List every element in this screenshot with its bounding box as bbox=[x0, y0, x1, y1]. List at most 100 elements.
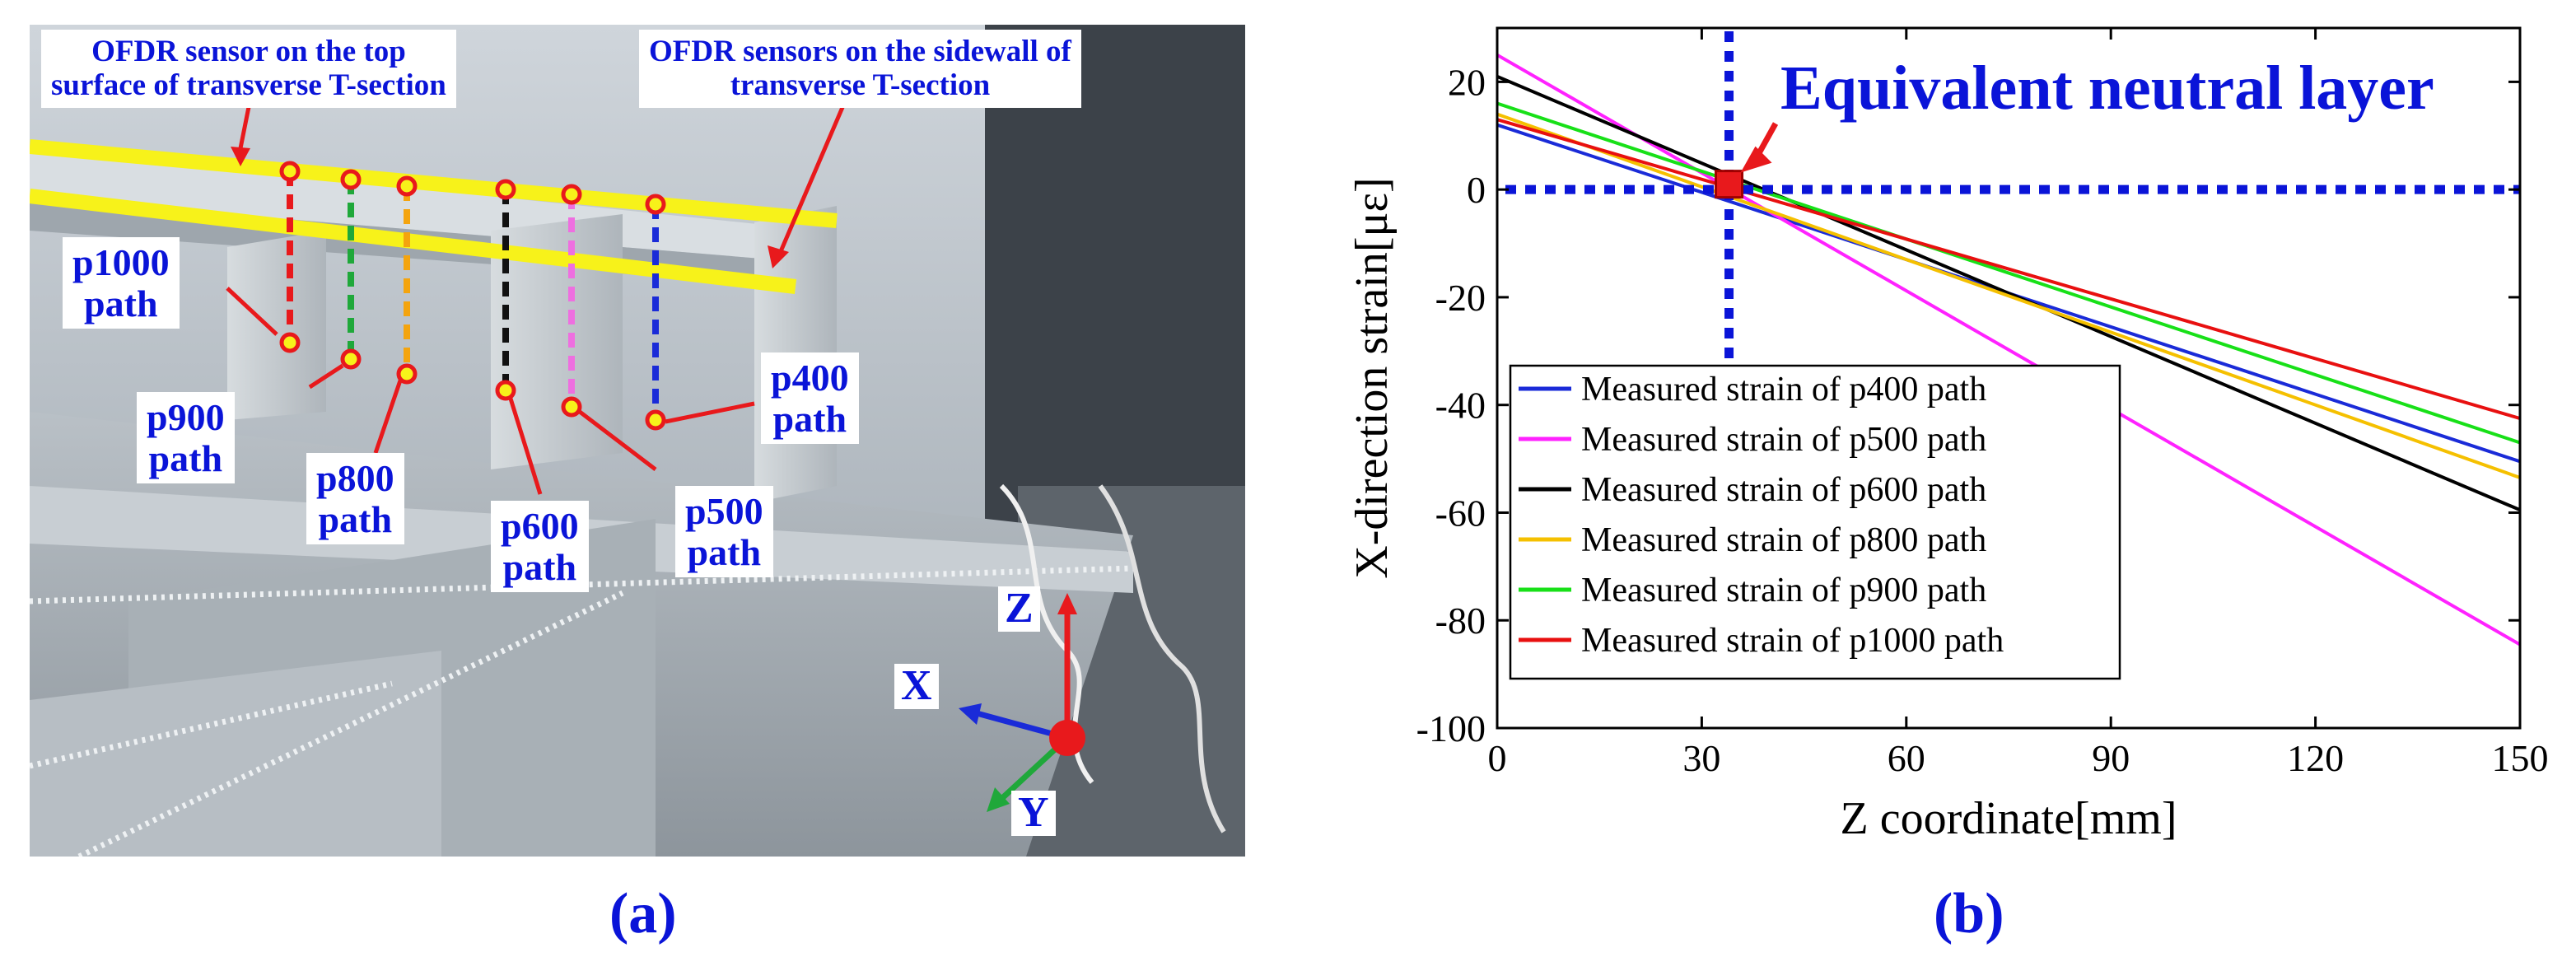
x-tick-label: 60 bbox=[1888, 737, 1925, 779]
label-arrow bbox=[226, 287, 278, 336]
path-label-p400: p400 path bbox=[761, 352, 859, 445]
y-tick-label: -100 bbox=[1416, 707, 1486, 749]
x-tick-label: 90 bbox=[2092, 737, 2130, 779]
legend-entry: Measured strain of p800 path bbox=[1581, 521, 1986, 559]
x-tick-label: 0 bbox=[1488, 737, 1507, 779]
path-marker bbox=[340, 348, 362, 370]
y-tick-label: 20 bbox=[1448, 61, 1486, 103]
lower-wall bbox=[30, 651, 441, 857]
y-axis-label: Y bbox=[1011, 790, 1056, 836]
y-tick-label: -80 bbox=[1435, 600, 1486, 642]
legend-entry: Measured strain of p900 path bbox=[1581, 572, 1986, 609]
origin-dot bbox=[1049, 720, 1085, 756]
series-line-5 bbox=[1497, 101, 2520, 445]
path-marker bbox=[645, 194, 666, 215]
x-axis-title: Z coordinate[mm] bbox=[1841, 793, 2177, 844]
series-line-2 bbox=[1497, 53, 2520, 647]
label-arrow bbox=[665, 401, 755, 424]
x-tick-label: 30 bbox=[1682, 737, 1720, 779]
path-label-word: path bbox=[148, 436, 223, 479]
legend-box bbox=[1509, 364, 2121, 680]
legend-entry: Measured strain of p600 path bbox=[1581, 471, 1986, 509]
plot-frame bbox=[1496, 26, 2522, 730]
top-sensor-label-line1: OFDR sensor on the top bbox=[91, 35, 406, 68]
sidewall-sensor-label-line1: OFDR sensors on the sidewall of bbox=[649, 35, 1071, 68]
label-arrow bbox=[578, 410, 657, 471]
path-label-name: p500 bbox=[685, 490, 763, 532]
y-tick-label: -40 bbox=[1435, 385, 1486, 427]
coordinate-triad bbox=[959, 593, 1085, 812]
sidewall-sensor-fiber bbox=[30, 189, 797, 294]
path-marker bbox=[645, 409, 666, 431]
y-axis-title: X-direction strain[με] bbox=[1346, 177, 1398, 578]
path-label-name: p400 bbox=[771, 357, 849, 399]
x-tick-label: 120 bbox=[2287, 737, 2344, 779]
label-arrow bbox=[508, 398, 543, 495]
path-marker bbox=[495, 179, 516, 200]
top-sensor-label: OFDR sensor on the top surface of transv… bbox=[41, 30, 456, 108]
path-marker bbox=[495, 380, 516, 401]
transverse-wall bbox=[227, 231, 326, 420]
y-tick-label: -20 bbox=[1435, 277, 1486, 319]
neutral-layer-group bbox=[1505, 31, 2520, 384]
path-label-name: p800 bbox=[316, 457, 394, 499]
chart-svg: 0 30 60 90 120 150 -100 -80 -60 -40 -20 0 20 Z coordi… bbox=[1346, 26, 2549, 844]
strain-chart: 0 30 60 90 120 150 -100 -80 -60 -40 -20 0 20 Z coordi… bbox=[1318, 0, 2576, 873]
path-markers bbox=[279, 161, 666, 431]
legend: Measured strain of p400 path Measured str… bbox=[1509, 364, 2121, 680]
label-arrow bbox=[373, 380, 403, 454]
path-label-name: p900 bbox=[147, 396, 225, 438]
path-label-p900: p900 path bbox=[137, 392, 235, 484]
path-marker bbox=[396, 363, 418, 385]
structure-photo: OFDR sensor on the top surface of transv… bbox=[30, 25, 1245, 857]
legend-entry: Measured strain of p1000 path bbox=[1581, 622, 2004, 660]
label-arrow bbox=[308, 363, 344, 390]
transverse-wall bbox=[491, 214, 623, 469]
z-axis-label: Z bbox=[998, 586, 1040, 632]
y-tick-label: -60 bbox=[1435, 492, 1486, 534]
top-surface-sensor-fiber bbox=[30, 139, 838, 228]
path-marker bbox=[561, 184, 582, 205]
neutral-layer-annotation: Equivalent neutral layer bbox=[1780, 54, 2434, 123]
annotation-layer: Equivalent neutral layer bbox=[1740, 54, 2434, 173]
sidewall-sensor-label: OFDR sensors on the sidewall of transver… bbox=[639, 30, 1081, 108]
y-axis-arrowhead bbox=[987, 787, 1010, 812]
axes-layer: 0 30 60 90 120 150 -100 -80 -60 -40 -20 0 20 Z coordi… bbox=[1346, 26, 2549, 844]
pointer-arrowhead bbox=[768, 245, 789, 268]
path-marker bbox=[340, 169, 362, 190]
series-layer bbox=[1497, 53, 2520, 647]
series-line-3 bbox=[1497, 75, 2520, 512]
path-label-name: p1000 bbox=[72, 241, 170, 283]
label-arrows bbox=[226, 287, 755, 495]
y-tick-label: 0 bbox=[1467, 169, 1486, 211]
path-marker bbox=[561, 396, 582, 418]
legend-entry: Measured strain of p500 path bbox=[1581, 421, 1986, 459]
weld-seam bbox=[77, 590, 624, 857]
x-tick-label: 150 bbox=[2492, 737, 2549, 779]
path-marker bbox=[396, 175, 418, 197]
path-label-p800: p800 path bbox=[306, 453, 404, 545]
sidewall-sensor-label-line2: transverse T-section bbox=[730, 68, 991, 103]
cable bbox=[1098, 484, 1226, 833]
panel-a-label: (a) bbox=[609, 882, 677, 945]
x-axis-label: X bbox=[894, 663, 939, 709]
path-marker bbox=[279, 161, 301, 182]
path-label-name: p600 bbox=[501, 505, 579, 547]
path-label-p500: p500 path bbox=[675, 486, 773, 578]
path-label-word: path bbox=[502, 545, 577, 588]
z-axis-arrowhead bbox=[1057, 593, 1077, 614]
path-label-word: path bbox=[772, 397, 847, 440]
path-marker bbox=[279, 332, 301, 353]
panel-b-label: (b) bbox=[1934, 882, 2004, 945]
pointer-arrow bbox=[777, 82, 856, 256]
legend-entry: Measured strain of p400 path bbox=[1581, 371, 1986, 408]
series-line-4 bbox=[1497, 112, 2520, 479]
path-label-word: path bbox=[687, 530, 762, 573]
path-lines bbox=[287, 171, 659, 420]
path-label-p1000: p1000 path bbox=[63, 237, 180, 329]
annotation-arrowhead bbox=[1740, 146, 1772, 173]
path-label-word: path bbox=[318, 497, 393, 540]
path-label-word: path bbox=[84, 282, 158, 324]
path-label-p600: p600 path bbox=[491, 501, 589, 593]
x-axis-arrowhead bbox=[959, 703, 982, 725]
